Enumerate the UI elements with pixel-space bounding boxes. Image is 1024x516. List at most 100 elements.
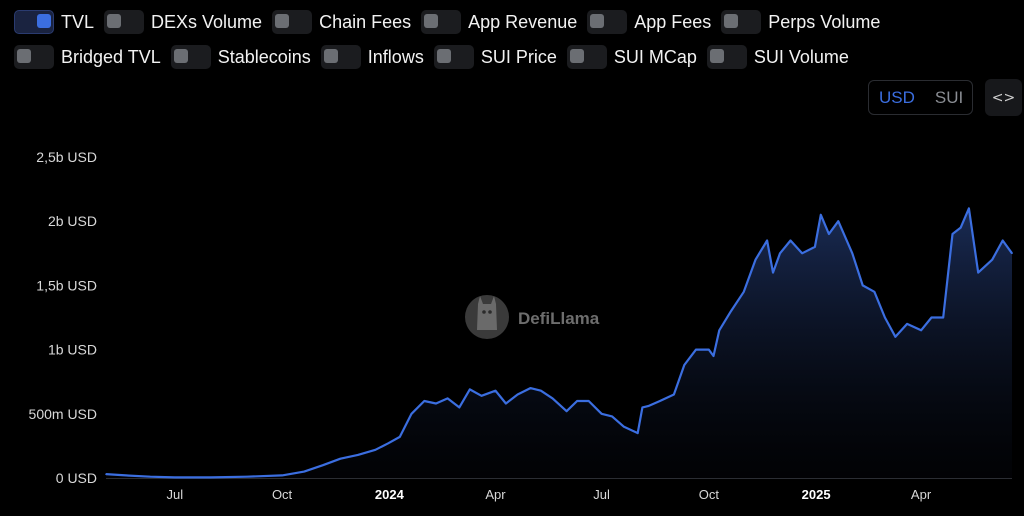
toggle-switch[interactable] — [721, 10, 762, 34]
tvl-data-point — [210, 476, 212, 479]
tvl-data-point — [920, 329, 922, 332]
tvl-data-point — [600, 413, 603, 415]
toggle-dexs-volume[interactable]: DEXs Volume — [104, 10, 262, 34]
y-axis: 0 USD 500m USD 1b USD 1,5b USD 2b USD 2,5b US… — [29, 149, 97, 486]
toggle-knob — [37, 14, 51, 28]
toggle-label: SUI Volume — [753, 46, 849, 67]
toggle-row-1: TVL DEXs Volume Chain Fees App Revenue App F… — [14, 8, 1014, 36]
tvl-data-point — [1001, 239, 1004, 242]
toggle-tvl[interactable]: TVL — [14, 10, 94, 34]
toggle-switch[interactable] — [566, 45, 607, 69]
tvl-data-point — [942, 316, 945, 319]
toggle-switch[interactable] — [170, 45, 211, 69]
tvl-data-point — [458, 406, 461, 409]
toggle-sui-mcap[interactable]: SUI MCap — [566, 45, 697, 69]
x-tick-label: 2024 — [375, 487, 405, 502]
tvl-data-point — [708, 348, 710, 351]
toggle-knob — [107, 14, 122, 28]
tvl-data-point — [861, 284, 864, 287]
toggle-knob — [275, 14, 290, 28]
toggle-label: App Fees — [634, 11, 712, 32]
x-tick-label: Apr — [485, 487, 506, 502]
embed-code-button[interactable]: <> — [985, 79, 1022, 116]
toggle-perps-volume[interactable]: Perps Volume — [721, 10, 880, 34]
tvl-data-point — [149, 475, 152, 478]
tvl-data-point — [303, 470, 306, 473]
toggle-switch[interactable] — [706, 45, 747, 69]
toggle-label: SUI Price — [480, 46, 557, 67]
toggle-knob — [590, 14, 605, 28]
toggle-switch[interactable] — [421, 10, 462, 34]
toggle-row-2: Bridged TVL Stablecoins Inflows SUI Price SU… — [14, 43, 1014, 71]
denomination-sui-button[interactable]: SUI — [934, 87, 964, 107]
toggle-app-revenue[interactable]: App Revenue — [421, 10, 577, 34]
tvl-data-point — [683, 364, 686, 366]
toggle-label: DEXs Volume — [151, 11, 263, 32]
toggle-switch[interactable] — [433, 45, 474, 69]
tvl-data-point — [322, 464, 324, 466]
tvl-data-point — [851, 252, 854, 255]
toggle-switch[interactable] — [14, 10, 54, 34]
watermark: DefiLlama — [465, 295, 600, 339]
tvl-data-point — [551, 397, 554, 400]
code-icon: <> — [991, 89, 1016, 106]
toggle-inflows[interactable]: Inflows — [320, 45, 424, 69]
tvl-data-point — [906, 323, 908, 325]
tvl-data-point — [339, 457, 342, 460]
x-tick-label: Jul — [593, 487, 610, 502]
tvl-data-point — [636, 432, 639, 434]
toggle-knob — [724, 14, 739, 28]
x-tick-label: Jul — [166, 487, 183, 502]
toggle-knob — [569, 49, 584, 63]
tvl-data-point — [814, 246, 816, 248]
tvl-data-point — [410, 413, 413, 415]
toggle-label: Perps Volume — [768, 11, 881, 32]
y-tick-label: 2,5b USD — [36, 149, 97, 165]
tvl-data-point — [789, 239, 792, 242]
tvl-data-point — [930, 316, 933, 319]
toggle-label: TVL — [61, 11, 95, 32]
tvl-data-point — [647, 405, 650, 407]
tvl-data-point — [766, 239, 768, 242]
tvl-data-point — [281, 474, 283, 477]
toggle-label: SUI MCap — [613, 46, 697, 67]
tvl-data-point — [516, 393, 519, 396]
tvl-data-point — [587, 400, 590, 402]
denomination-usd-button[interactable]: USD — [879, 87, 915, 107]
toggle-sui-price[interactable]: SUI Price — [433, 45, 557, 69]
x-tick-label: Apr — [911, 487, 932, 502]
y-tick-label: 1,5b USD — [36, 277, 97, 293]
tvl-data-point — [837, 220, 840, 222]
toggle-sui-volume[interactable]: SUI Volume — [706, 45, 849, 69]
tvl-data-point — [712, 355, 715, 357]
tvl-data-point — [374, 448, 377, 451]
toggle-chain-fees[interactable]: Chain Fees — [272, 10, 411, 34]
tvl-data-point — [435, 402, 437, 405]
tvl-data-point — [977, 271, 979, 274]
tvl-data-point — [387, 442, 389, 445]
toggle-knob — [424, 14, 439, 28]
tvl-data-point — [423, 400, 426, 402]
toggle-app-fees[interactable]: App Fees — [587, 10, 711, 34]
tvl-data-point — [246, 475, 248, 478]
x-axis: Jul Oct 2024 Apr Jul Oct 2025 Apr — [106, 478, 1012, 502]
tvl-data-point — [991, 258, 993, 261]
toggle-switch[interactable] — [320, 45, 361, 69]
tvl-data-point — [673, 393, 675, 396]
tvl-data-point — [641, 406, 644, 409]
toggle-switch[interactable] — [272, 10, 313, 34]
tvl-data-point — [399, 436, 401, 438]
toggle-knob — [173, 49, 188, 63]
tvl-data-point — [968, 207, 970, 210]
toggle-switch[interactable] — [104, 10, 145, 34]
tvl-data-point — [611, 415, 613, 418]
toggle-switch[interactable] — [14, 45, 54, 69]
tvl-data-point — [105, 473, 107, 475]
toggle-stablecoins[interactable]: Stablecoins — [170, 45, 311, 69]
tvl-data-point — [743, 291, 745, 293]
toggle-bridged-tvl[interactable]: Bridged TVL — [14, 45, 161, 69]
tvl-data-point — [801, 252, 803, 255]
tvl-data-point — [884, 316, 886, 319]
toggle-label: Bridged TVL — [61, 46, 161, 67]
toggle-switch[interactable] — [587, 10, 628, 34]
